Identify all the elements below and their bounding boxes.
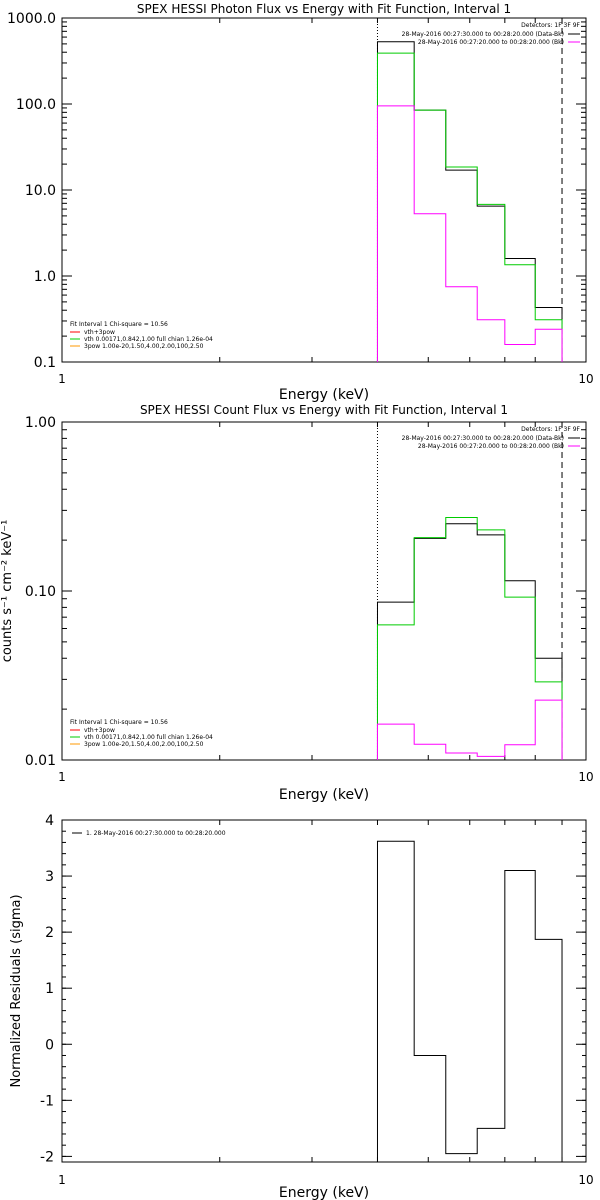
panel1-fit-legend-title: Fit Interval 1 Chi-square = 10.56 (70, 321, 168, 328)
panel2-title: SPEX HESSI Count Flux vs Energy with Fit… (140, 403, 508, 417)
panel1-x-tick-label: 10 (578, 372, 593, 386)
panel3-legend-item-text: 1. 28-May-2016 00:27:30.000 to 00:28:20.… (86, 830, 226, 837)
panel2-x-axis-label: Energy (keV) (279, 787, 369, 803)
panel3-frame (61, 819, 587, 1163)
panel3-y-tick-label: 3 (45, 869, 54, 885)
panel2-y-axis-label: counts s⁻¹ cm⁻² keV⁻¹ (0, 520, 15, 663)
panel3-y-tick-label: 4 (45, 813, 54, 829)
panel2-fit-legend-text: 3pow 1.00e-20,1.50,4.00,2.00,100,2.50 (84, 741, 204, 748)
panel1-legend-header: Detectors: 1F 3F 9F (521, 22, 580, 29)
panel1-fit-legend-text: vth 0.00171,0.842,1.00 full chian 1.26e-… (84, 336, 213, 343)
panel1-legend-item-text: 28-May-2016 00:27:20.000 to 00:28:20.000… (418, 39, 564, 46)
panel2-y-tick-label: 0.01 (25, 753, 56, 769)
panel3-y-tick-label: -1 (40, 1093, 54, 1109)
panel1-y-tick-label: 1000.0 (7, 11, 56, 27)
panel1-title: SPEX HESSI Photon Flux vs Energy with Fi… (137, 2, 511, 16)
panel1-series-2-step (376, 52, 563, 362)
panel2-legend-item-text: 28-May-2016 00:27:30.000 to 00:28:20.000… (402, 435, 564, 442)
panel1-fit-legend-text: 3pow 1.00e-20,1.50,4.00,2.00,100,2.50 (84, 343, 204, 350)
panel2-x-tick-label: 10 (578, 770, 593, 784)
panel3-y-tick-label: 1 (45, 981, 54, 997)
panel3-y-tick-label: -2 (40, 1149, 54, 1165)
panel2-legend-header: Detectors: 1F 3F 9F (521, 426, 580, 433)
panel2-y-tick-label: 1.00 (25, 415, 56, 431)
panel3-x-tick-label: 1 (58, 1173, 66, 1187)
panel2-fit-legend-text: vth+3pow (84, 727, 115, 734)
panel3-y-axis-label: Normalized Residuals (sigma) (9, 894, 24, 1087)
panel1-y-tick-label: 10.0 (25, 183, 56, 199)
panel3-x-tick-label: 10 (578, 1173, 593, 1187)
panel1-legend-item-text: 28-May-2016 00:27:30.000 to 00:28:20.000… (402, 31, 564, 38)
panel3-y-tick-label: 2 (45, 925, 54, 941)
panel2-series-3-step (376, 699, 563, 760)
panel2-series-2-step (376, 517, 563, 760)
panel1-frame (61, 17, 587, 363)
panel1-y-tick-label: 100.0 (16, 97, 56, 113)
panel2-x-tick-label: 1 (58, 770, 66, 784)
panel2-fit-legend-title: Fit Interval 1 Chi-square = 10.56 (70, 719, 168, 726)
panel1-series-1-step (376, 41, 563, 362)
panel1-x-axis-label: Energy (keV) (279, 387, 369, 403)
panel3-series-1-step (376, 840, 563, 1162)
panel1-series-3-step (376, 105, 563, 362)
panel1-fit-legend-text: vth+3pow (84, 329, 115, 336)
panel3-x-axis-label: Energy (keV) (279, 1185, 369, 1200)
panel3-y-tick-label: 0 (45, 1037, 54, 1053)
panel2-y-tick-label: 0.10 (25, 584, 56, 600)
panel1-y-tick-label: 0.1 (34, 355, 56, 371)
panel1-x-tick-label: 1 (58, 372, 66, 386)
panel2-frame (61, 421, 587, 761)
panel2-legend-item-text: 28-May-2016 00:27:20.000 to 00:28:20.000… (418, 443, 564, 450)
panel1-y-tick-label: 1.0 (34, 269, 56, 285)
panel2-fit-legend-text: vth 0.00171,0.842,1.00 full chian 1.26e-… (84, 734, 213, 741)
